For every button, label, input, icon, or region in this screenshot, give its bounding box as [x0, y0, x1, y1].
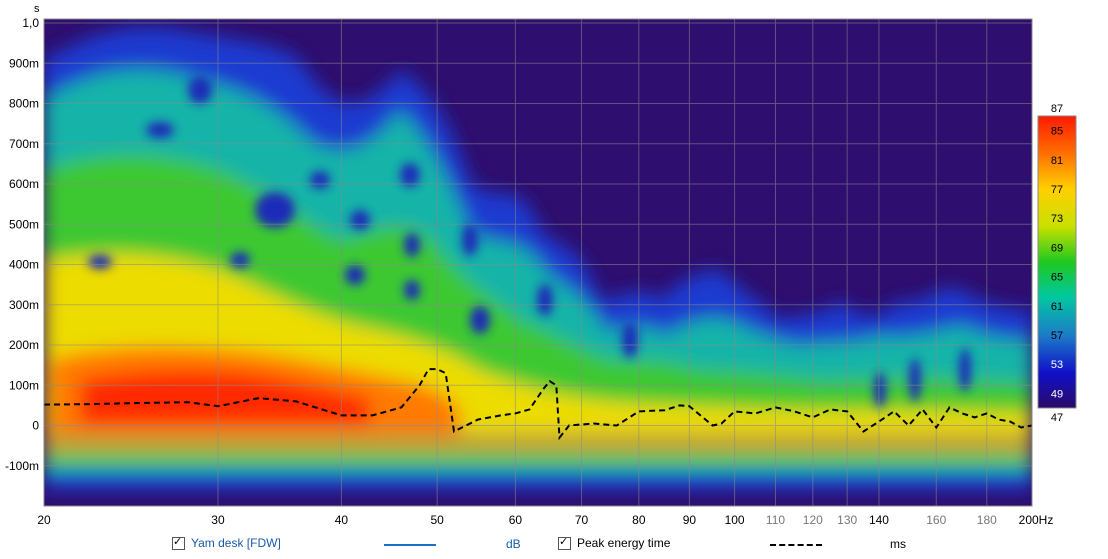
solid-line-swatch-icon	[384, 544, 436, 546]
y-axis-label: s	[34, 3, 40, 15]
colorbar-tick-label: 85	[1051, 126, 1063, 138]
y-tick-label: 1,0	[22, 16, 39, 30]
colorbar-ticks: 85 81 77 73 69 65 61 57 53 49	[1051, 126, 1063, 401]
y-tick-label: 800m	[9, 97, 39, 111]
peak-energy-time-line	[44, 368, 1032, 441]
colorbar-tick-label: 81	[1051, 155, 1063, 167]
legend-item-peak-energy[interactable]: Peak energy time	[558, 535, 671, 550]
x-tick-label: 130	[837, 513, 857, 527]
y-axis-ticks: 1,0 900m 800m 700m 600m 500m 400m 300m 200m 100m 0…	[5, 16, 39, 473]
legend: Yam desk [FDW] dB Peak energy time ms	[0, 534, 1108, 556]
colorbar-tick-label: 61	[1051, 301, 1063, 313]
colorbar-tick-label: 69	[1051, 242, 1063, 254]
x-axis-ticks: 20 30 40 50 60 70 80 90 100 110 120 130 140 160 180 200…	[37, 513, 1053, 527]
x-tick-label: 110	[766, 513, 785, 527]
legend-label: Peak energy time	[577, 536, 671, 550]
legend-unit: ms	[890, 537, 906, 551]
colorbar-max: 87	[1051, 103, 1063, 115]
grid-lines	[44, 19, 1032, 506]
x-tick-label: 200Hz	[1019, 513, 1054, 527]
heatmap-surface	[44, 27, 1032, 490]
x-tick-label: 30	[211, 513, 225, 527]
y-tick-label: 200m	[9, 338, 39, 352]
colorbar-tick-label: 53	[1051, 359, 1063, 371]
waterfall-chart: 1,0 900m 800m 700m 600m 500m 400m 300m 200m 100m 0…	[5, 3, 1077, 527]
peak-energy-checkbox[interactable]	[558, 535, 571, 550]
colorbar-tick-label: 57	[1051, 330, 1063, 342]
y-tick-label: 700m	[9, 137, 39, 151]
x-tick-label: 160	[926, 513, 946, 527]
x-tick-label: 180	[977, 513, 997, 527]
x-tick-label: 50	[430, 513, 444, 527]
x-tick-label: 40	[335, 513, 349, 527]
legend-label: Yam desk [FDW]	[191, 536, 281, 550]
colorbar	[1037, 115, 1077, 409]
colorbar-tick-label: 65	[1051, 272, 1063, 284]
x-tick-label: 90	[683, 513, 697, 527]
yam-desk-checkbox[interactable]	[172, 535, 185, 550]
plot-border	[43, 18, 1033, 507]
colorbar-min: 47	[1051, 412, 1063, 424]
y-tick-label: 600m	[9, 177, 39, 191]
y-tick-label: 0	[32, 419, 39, 433]
colorbar-tick-label: 77	[1051, 184, 1063, 196]
y-tick-label: 900m	[9, 56, 39, 70]
x-tick-label: 60	[509, 513, 523, 527]
x-tick-label: 20	[37, 513, 51, 527]
x-tick-label: 70	[575, 513, 589, 527]
y-tick-label: 400m	[9, 258, 39, 272]
y-tick-label: 300m	[9, 298, 39, 312]
colorbar-tick-label: 49	[1051, 388, 1063, 400]
x-tick-label: 140	[869, 513, 889, 527]
legend-item-yam-desk[interactable]: Yam desk [FDW]	[172, 535, 281, 550]
x-tick-label: 80	[632, 513, 646, 527]
x-tick-label: 120	[803, 513, 823, 527]
x-tick-label: 100	[725, 513, 745, 527]
y-tick-label: -100m	[5, 459, 39, 473]
y-tick-label: 100m	[9, 378, 39, 392]
y-tick-label: 500m	[9, 217, 39, 231]
dashed-line-swatch-icon	[770, 544, 822, 546]
legend-unit: dB	[506, 537, 521, 551]
colorbar-tick-label: 73	[1051, 213, 1063, 225]
